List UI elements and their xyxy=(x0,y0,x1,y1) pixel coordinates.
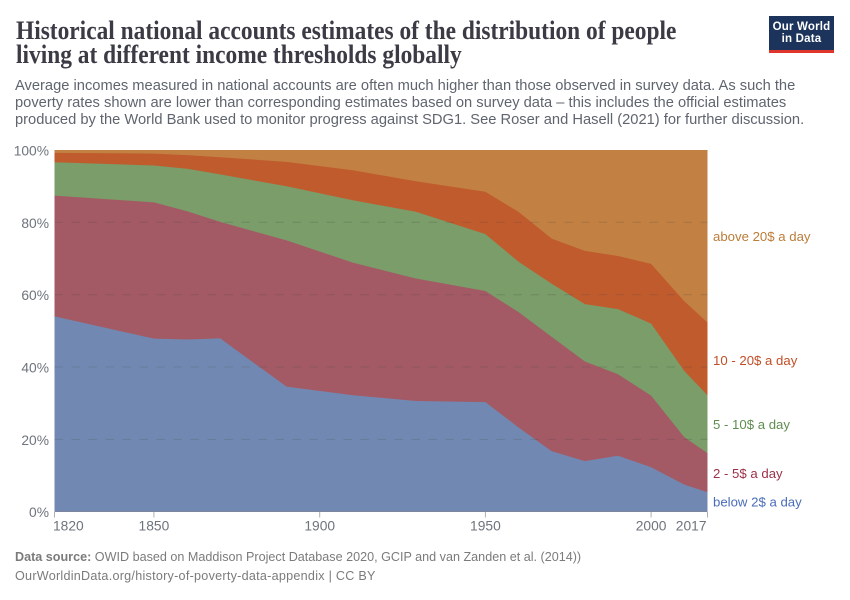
svg-text:above 20$ a day: above 20$ a day xyxy=(713,229,811,244)
svg-text:1950: 1950 xyxy=(470,519,501,534)
svg-text:0%: 0% xyxy=(29,505,49,520)
svg-text:1900: 1900 xyxy=(304,519,335,534)
svg-text:80%: 80% xyxy=(21,216,49,231)
svg-text:5 - 10$ a day: 5 - 10$ a day xyxy=(713,417,790,432)
svg-text:1850: 1850 xyxy=(139,519,170,534)
svg-text:1820: 1820 xyxy=(53,519,84,534)
svg-text:60%: 60% xyxy=(21,288,49,303)
svg-text:100%: 100% xyxy=(14,144,49,159)
svg-text:20%: 20% xyxy=(21,433,49,448)
svg-text:below 2$ a day: below 2$ a day xyxy=(713,495,802,510)
svg-text:10 - 20$ a day: 10 - 20$ a day xyxy=(713,353,798,368)
svg-text:40%: 40% xyxy=(21,361,49,376)
svg-text:2 - 5$ a day: 2 - 5$ a day xyxy=(713,466,783,481)
svg-text:2017: 2017 xyxy=(676,519,707,534)
svg-text:2000: 2000 xyxy=(636,519,667,534)
